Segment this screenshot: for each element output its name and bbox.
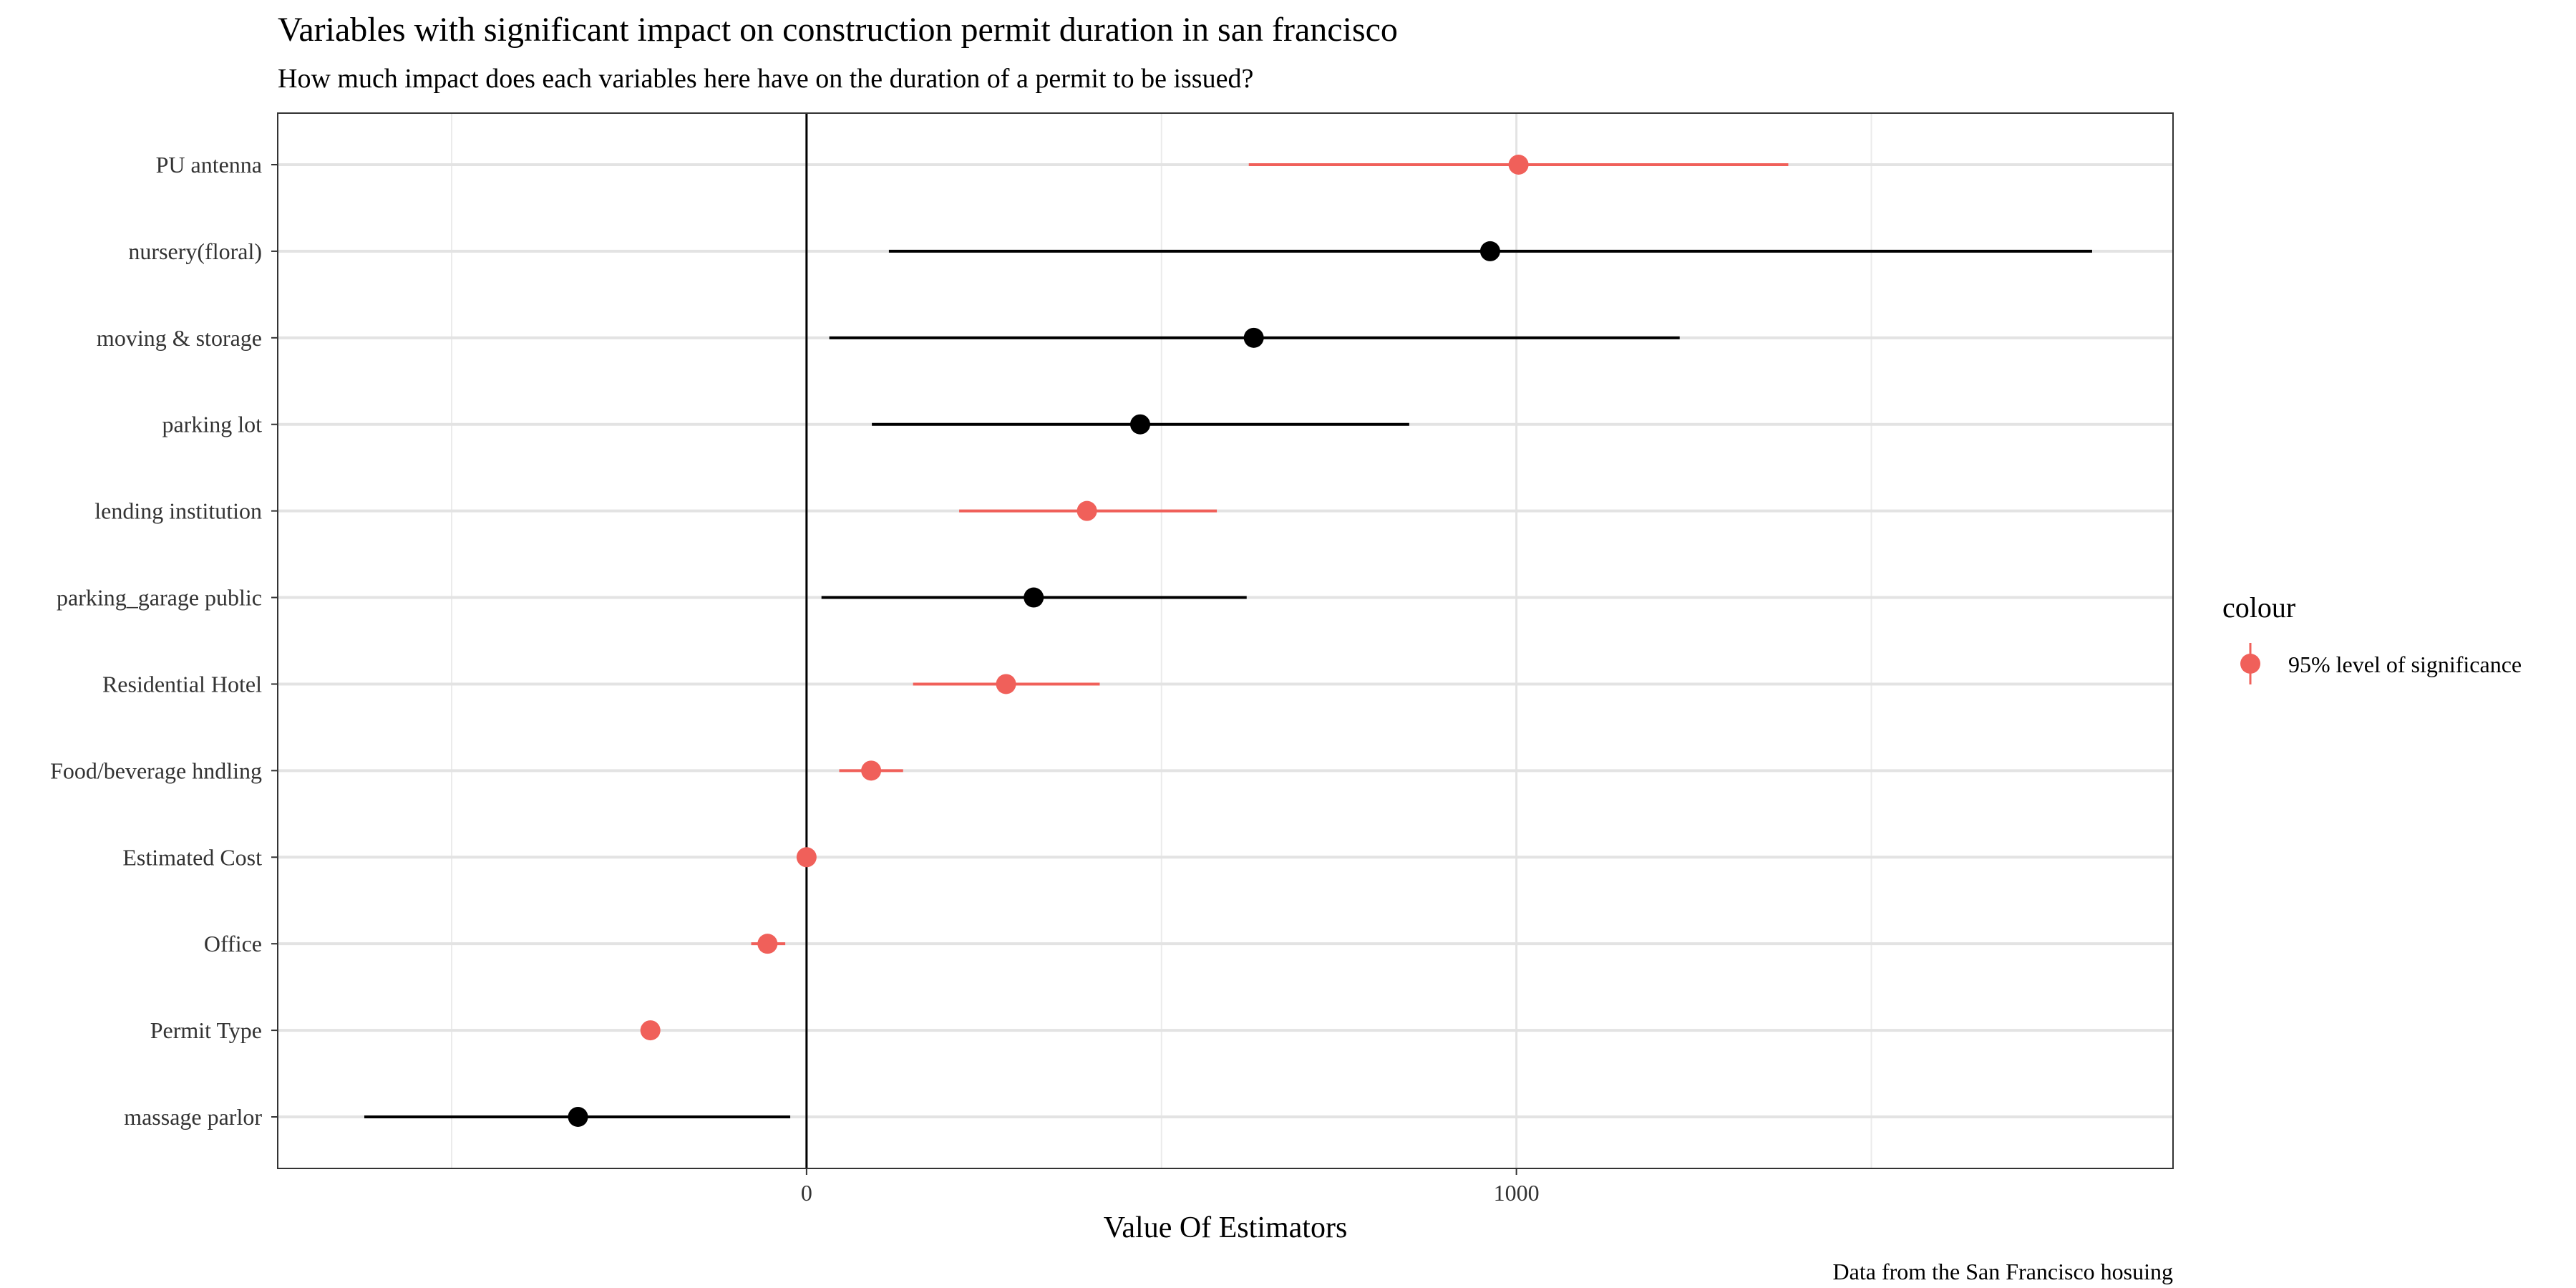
estimate-point xyxy=(1480,241,1500,261)
legend-title: colour xyxy=(2222,591,2295,624)
legend-key-dot xyxy=(2240,654,2260,674)
x-tick-label: 1000 xyxy=(1494,1180,1540,1206)
x-tick-label: 0 xyxy=(801,1180,812,1206)
estimate-point xyxy=(1024,588,1044,608)
estimate-point xyxy=(1077,501,1097,521)
estimate-point xyxy=(996,674,1016,694)
y-tick-label: Residential Hotel xyxy=(102,671,262,697)
y-tick-label: Permit Type xyxy=(150,1017,262,1043)
y-tick-label: moving & storage xyxy=(97,325,262,351)
y-tick-label: parking_garage public xyxy=(57,585,262,611)
chart-subtitle: How much impact does each variables here… xyxy=(278,64,1253,94)
legend-label: 95% level of significance xyxy=(2288,652,2522,677)
x-axis-ticks: 0 1000 xyxy=(801,1168,1540,1206)
y-tick-label: Food/beverage hndling xyxy=(50,757,262,783)
estimate-point xyxy=(1244,328,1264,348)
x-axis-title: Value Of Estimators xyxy=(1104,1211,1348,1244)
estimate-point xyxy=(1130,415,1150,435)
y-tick-label: Estimated Cost xyxy=(122,844,262,870)
legend: colour 95% level of significance xyxy=(2222,591,2522,684)
plot-panel-background xyxy=(278,113,2173,1168)
estimate-point xyxy=(757,934,777,954)
estimate-point xyxy=(797,847,817,867)
chart-caption: Data from the San Francisco hosuing xyxy=(1833,1259,2173,1284)
estimate-point xyxy=(861,760,881,780)
y-tick-label: lending institution xyxy=(94,498,262,524)
chart-title: Variables with significant impact on con… xyxy=(278,11,1398,49)
y-axis-ticks: PU antenna nursery(floral) moving & storag… xyxy=(50,152,278,1130)
y-tick-label: massage parlor xyxy=(124,1104,262,1130)
y-tick-label: PU antenna xyxy=(156,152,262,178)
y-tick-label: parking lot xyxy=(162,412,262,437)
estimate-point xyxy=(641,1020,661,1040)
estimate-point xyxy=(568,1107,588,1127)
y-tick-label: Office xyxy=(204,931,262,957)
y-tick-label: nursery(floral) xyxy=(128,238,262,264)
estimate-point xyxy=(1509,155,1529,175)
